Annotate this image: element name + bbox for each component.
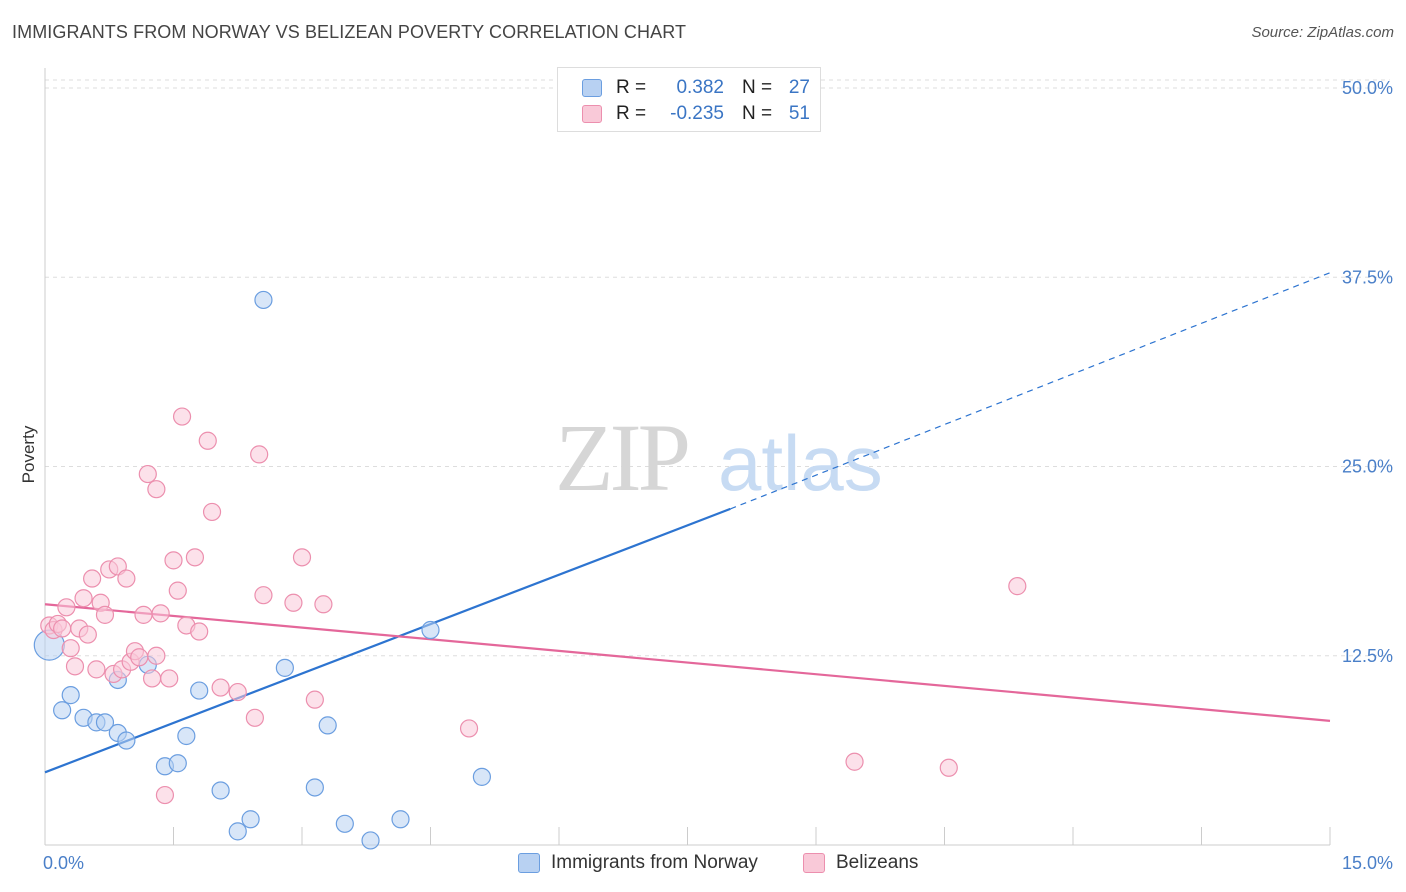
blue-point: [318, 716, 337, 735]
y-tick-label: 37.5%: [1342, 267, 1393, 287]
pink-point: [164, 551, 183, 570]
blue-point: [168, 754, 187, 773]
legend-swatch-blue: [582, 79, 602, 97]
pink-point: [83, 569, 102, 588]
series-legend-belizeans: Belizeans: [803, 852, 918, 874]
blue-point: [241, 810, 260, 829]
pink-point: [292, 548, 312, 567]
blue-point: [190, 681, 209, 700]
pink-point: [305, 690, 324, 709]
pink-point: [211, 678, 230, 697]
data-points: [33, 101, 1027, 850]
watermark: ZIP atlas: [555, 404, 883, 511]
pink-point: [185, 548, 205, 567]
correlation-legend: R = 0.382 N = 27 R = -0.235 N = 51: [557, 67, 821, 132]
source-label: Source: ZipAtlas.com: [1251, 24, 1394, 41]
legend-r-label: R =: [616, 77, 647, 98]
pink-point: [57, 598, 76, 617]
pink-point: [228, 682, 247, 702]
blue-point: [95, 713, 115, 732]
legend-row-belizeans: R = -0.235 N = 51: [582, 102, 810, 126]
blue-point: [472, 767, 491, 786]
pink-point: [95, 605, 115, 624]
legend-n-value: 27: [788, 77, 810, 98]
y-tick-label: 25.0%: [1342, 457, 1393, 477]
pink-point: [1008, 577, 1027, 596]
series-name-norway: Immigrants from Norway: [551, 852, 758, 873]
pink-point: [151, 604, 170, 623]
legend-swatch-pink: [582, 105, 602, 123]
series-name-belizeans: Belizeans: [836, 852, 919, 873]
series-swatch-pink: [803, 853, 825, 873]
grid-lines: [45, 79, 1390, 657]
legend-n-value: 51: [788, 103, 810, 124]
pink-point: [142, 669, 162, 688]
blue-point: [391, 810, 410, 829]
blue-point: [305, 778, 324, 797]
pink-point: [134, 605, 153, 624]
blue-point: [254, 290, 273, 310]
blue-point: [361, 831, 380, 850]
blue-trend-line: [44, 507, 731, 774]
pink-point: [147, 646, 166, 665]
y-tick-label: 12.5%: [1342, 646, 1393, 666]
pink-point: [61, 639, 80, 658]
blue-point: [228, 822, 247, 841]
pink-trend-line: [44, 603, 1331, 722]
blue-point: [177, 726, 196, 746]
blue-point: [53, 701, 72, 720]
series-legend-norway: Immigrants from Norway: [518, 852, 758, 874]
blue-point: [61, 686, 80, 705]
pink-point: [245, 708, 264, 727]
pink-point: [168, 581, 187, 600]
blue-point: [421, 620, 440, 640]
watermark-zip: ZIP: [555, 404, 688, 511]
pink-point: [65, 657, 85, 676]
pink-point: [138, 464, 157, 484]
pink-point: [939, 758, 958, 777]
y-tick-label: 50.0%: [1342, 78, 1393, 98]
legend-r-value: -0.235: [670, 103, 724, 124]
pink-point: [314, 595, 333, 614]
pink-point: [87, 660, 106, 679]
pink-point: [78, 625, 97, 644]
legend-r-label: R =: [616, 103, 647, 124]
pink-point: [250, 445, 269, 464]
legend-row-norway: R = 0.382 N = 27: [582, 76, 810, 100]
pink-point: [254, 586, 273, 605]
pink-point: [117, 569, 136, 588]
axes: [44, 68, 1331, 846]
pink-point: [160, 669, 179, 688]
blue-point: [211, 781, 230, 800]
legend-n-label: N =: [742, 77, 773, 98]
series-legend: Immigrants from Norway Belizeans: [0, 852, 1406, 878]
watermark-atlas: atlas: [718, 419, 883, 507]
pink-point: [130, 648, 149, 667]
pink-point: [190, 622, 209, 641]
pink-point: [845, 752, 864, 771]
blue-point: [335, 814, 354, 833]
pink-point: [202, 502, 222, 522]
trend-lines: [44, 272, 1331, 774]
pink-point: [53, 619, 72, 638]
y-axis-label: Poverty: [19, 425, 38, 483]
chart-title: IMMIGRANTS FROM NORWAY VS BELIZEAN POVER…: [12, 22, 687, 42]
pink-point: [459, 719, 479, 738]
x-tick-label: 0.0%: [43, 853, 84, 873]
pink-point: [172, 407, 192, 426]
pink-point: [74, 589, 93, 608]
blue-point: [117, 731, 136, 750]
x-tick-label: 15.0%: [1342, 853, 1393, 873]
pink-point: [155, 785, 175, 805]
axis-labels: 12.5% 25.0% 37.5% 50.0% 0.0% 15.0% Poverty: [19, 78, 1393, 873]
blue-trend-extension: [730, 272, 1331, 510]
pink-point: [284, 593, 303, 612]
pink-point: [198, 431, 217, 450]
legend-r-value: 0.382: [676, 77, 724, 98]
pink-point: [147, 480, 166, 499]
series-swatch-blue: [518, 853, 540, 873]
blue-point: [275, 658, 294, 677]
legend-n-label: N =: [742, 103, 773, 124]
